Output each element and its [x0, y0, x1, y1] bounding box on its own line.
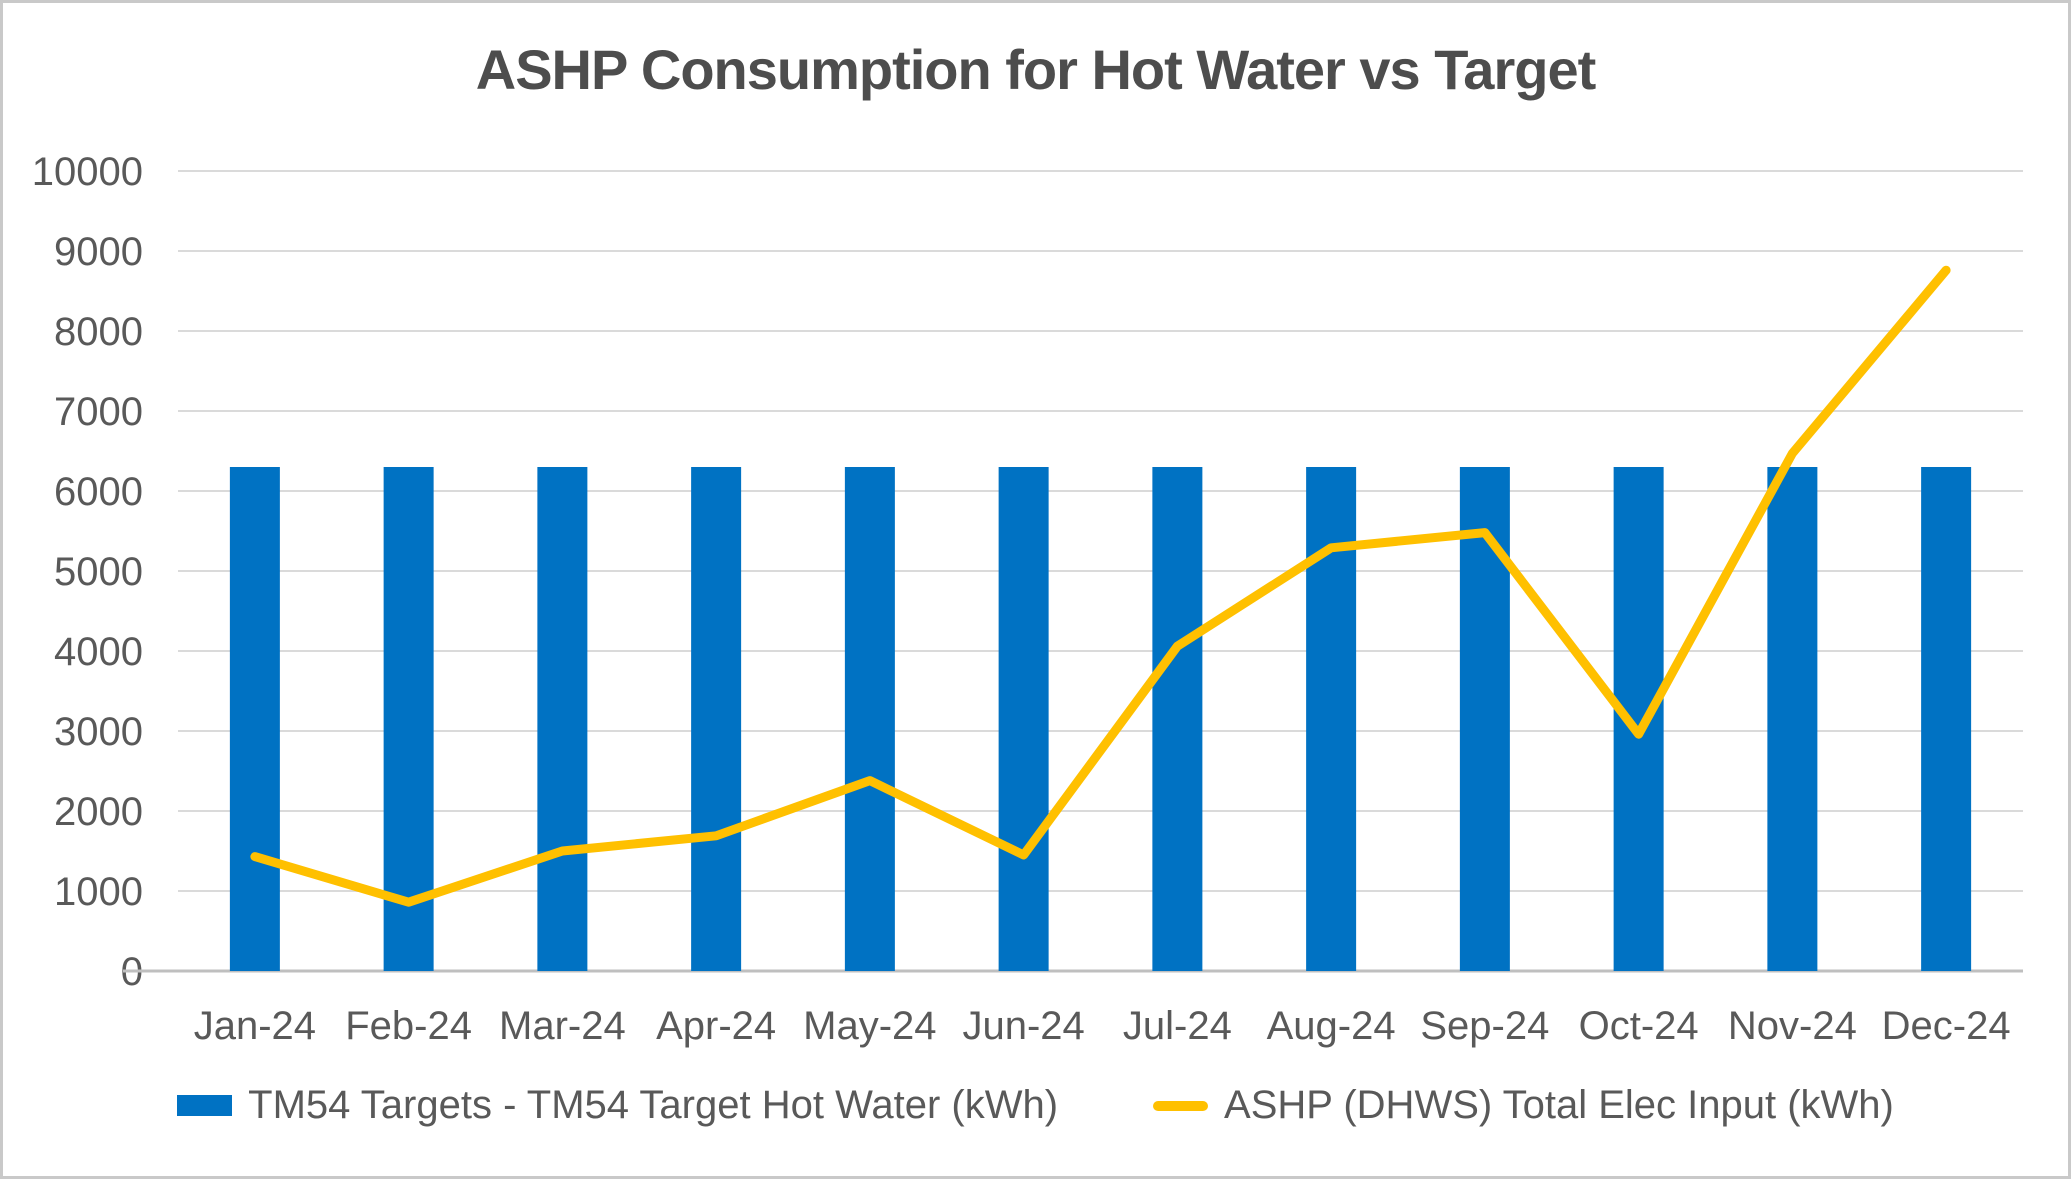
y-tick-label: 1000	[54, 870, 143, 914]
y-tick-label: 9000	[54, 230, 143, 274]
y-tick-label: 2000	[54, 790, 143, 834]
x-tick-label: Jul-24	[1123, 1004, 1232, 1048]
legend-item-ashp-elec-input: ASHP (DHWS) Total Elec Input (kWh)	[1153, 1083, 1894, 1128]
x-tick-label: Apr-24	[656, 1004, 776, 1048]
x-tick-label: Oct-24	[1579, 1004, 1699, 1048]
x-tick-label: Sep-24	[1420, 1004, 1549, 1048]
line-series-swatch	[1153, 1100, 1209, 1111]
y-tick-label: 8000	[54, 310, 143, 354]
x-tick-label: Aug-24	[1267, 1004, 1396, 1048]
x-tick-label: Dec-24	[1882, 1004, 2011, 1048]
legend: TM54 Targets - TM54 Target Hot Water (kW…	[3, 1083, 2068, 1128]
x-tick-label: Nov-24	[1728, 1004, 1857, 1048]
y-tick-label: 10000	[32, 150, 143, 194]
bar-apr-24	[691, 467, 742, 971]
bar-jan-24	[229, 467, 280, 971]
bar-oct-24	[1613, 467, 1664, 971]
bar-mar-24	[537, 467, 588, 971]
line-series	[250, 265, 1951, 907]
y-tick-label: 6000	[54, 470, 143, 514]
plot-area: 0100020003000400050006000700080009000100…	[32, 150, 2023, 1048]
x-tick-label: Feb-24	[345, 1004, 472, 1048]
x-tick-label: May-24	[803, 1004, 936, 1048]
legend-label-ashp-elec-input: ASHP (DHWS) Total Elec Input (kWh)	[1224, 1083, 1894, 1127]
x-tick-label: Mar-24	[499, 1004, 626, 1048]
y-tick-label: 3000	[54, 710, 143, 754]
bar-dec-24	[1921, 467, 1972, 971]
x-tick-label: Jan-24	[194, 1004, 316, 1048]
bar-series-swatch	[177, 1095, 233, 1116]
legend-item-tm54-target: TM54 Targets - TM54 Target Hot Water (kW…	[177, 1083, 1058, 1128]
bar-sep-24	[1459, 467, 1510, 971]
chart-title: ASHP Consumption for Hot Water vs Target	[475, 38, 1596, 101]
bar-jul-24	[1152, 467, 1203, 971]
bar-nov-24	[1767, 467, 1818, 971]
y-tick-label: 7000	[54, 390, 143, 434]
y-tick-label: 4000	[54, 630, 143, 674]
legend-label-tm54-target: TM54 Targets - TM54 Target Hot Water (kW…	[248, 1083, 1059, 1127]
x-tick-label: Jun-24	[962, 1004, 1084, 1048]
bar-jun-24	[998, 467, 1049, 971]
bar-may-24	[844, 467, 895, 971]
y-tick-label: 5000	[54, 550, 143, 594]
bar-feb-24	[383, 467, 434, 971]
